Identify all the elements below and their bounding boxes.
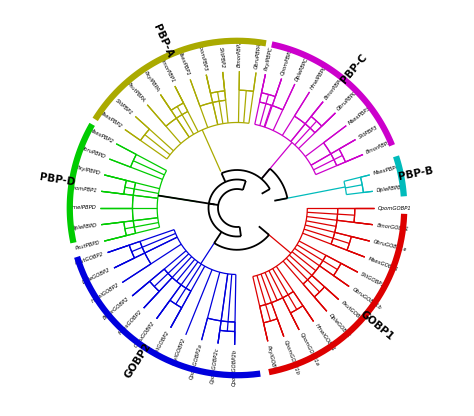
Text: PBP-C: PBP-C <box>339 52 369 85</box>
Text: ObruPBPC: ObruPBPC <box>337 90 359 112</box>
Text: MsexPBP1: MsexPBP1 <box>177 50 191 77</box>
Text: DpleGOBP1: DpleGOBP1 <box>328 312 351 339</box>
Text: BmorPBP3: BmorPBP3 <box>365 140 392 155</box>
Text: CpomPBP2: CpomPBP2 <box>281 47 294 76</box>
Text: MsexGOBP2: MsexGOBP2 <box>118 309 143 336</box>
Text: ObruGOBP2: ObruGOBP2 <box>134 320 156 349</box>
Text: PBP-A: PBP-A <box>151 23 174 59</box>
Text: PxylGOBP1: PxylGOBP1 <box>266 344 278 374</box>
Text: PxylPBPA: PxylPBPA <box>143 70 160 93</box>
Text: MsexPBP4: MsexPBP4 <box>373 165 400 176</box>
Text: ObruPBPD: ObruPBPD <box>80 146 107 160</box>
Text: DpleGOBP2: DpleGOBP2 <box>82 267 112 285</box>
Text: PxylPBPC: PxylPBPC <box>264 46 274 71</box>
Text: CpomGOBP2a: CpomGOBP2a <box>189 343 203 380</box>
Text: ObruPBPA: ObruPBPA <box>254 42 263 69</box>
Text: CpomGOBP2b: CpomGOBP2b <box>231 349 237 386</box>
Text: CpomGOBP1a: CpomGOBP1a <box>299 332 320 367</box>
Text: DplePBPC: DplePBPC <box>294 56 310 82</box>
Text: ObruGOBP1b: ObruGOBP1b <box>351 287 382 311</box>
Text: CpomGOBP1b: CpomGOBP1b <box>283 339 300 376</box>
Text: PxutGOBP1: PxutGOBP1 <box>340 300 365 324</box>
Text: GOBP2: GOBP2 <box>122 342 153 381</box>
Text: CpomPBP1: CpomPBP1 <box>69 185 98 193</box>
Text: DplePBPB: DplePBPB <box>376 185 402 193</box>
Text: PBP-B: PBP-B <box>398 165 434 181</box>
Text: BmorGOBP1: BmorGOBP1 <box>376 223 409 232</box>
Text: PxylPBPD: PxylPBPD <box>76 166 101 176</box>
Text: BmorPBP2: BmorPBP2 <box>237 40 242 67</box>
Text: HmelPBPC: HmelPBPC <box>310 64 328 90</box>
Text: HmelGOBP1: HmelGOBP1 <box>314 323 336 353</box>
Text: HmelGOBP2: HmelGOBP2 <box>91 282 120 304</box>
Text: MsexPBP2: MsexPBP2 <box>99 110 123 129</box>
Text: PxutPBPA: PxutPBPA <box>127 82 146 104</box>
Text: PxutPBPD: PxutPBPD <box>75 240 101 250</box>
Text: BmorPBP1: BmorPBP1 <box>158 57 175 84</box>
Text: DplePBPD: DplePBPD <box>71 223 98 231</box>
Text: SlitGOBP1: SlitGOBP1 <box>360 272 386 289</box>
Text: PBP-D: PBP-D <box>38 172 75 187</box>
Text: ObruGOBP1a: ObruGOBP1a <box>373 240 408 253</box>
Text: MsexPBP2: MsexPBP2 <box>88 127 114 144</box>
Text: SlitPBP3: SlitPBP3 <box>357 125 379 140</box>
Text: PxylGOBP2: PxylGOBP2 <box>171 337 187 366</box>
Text: SlitPBP2: SlitPBP2 <box>218 47 225 68</box>
Text: SlitPBP1: SlitPBP1 <box>115 98 134 116</box>
Text: CpomPBP3: CpomPBP3 <box>197 42 208 72</box>
Text: MsexGOBP1: MsexGOBP1 <box>367 256 399 272</box>
Text: MsexPBP3: MsexPBP3 <box>348 105 372 125</box>
Text: CpomGOBP2c: CpomGOBP2c <box>210 347 220 384</box>
Text: BmorPBP4: BmorPBP4 <box>324 76 345 100</box>
Text: BmorGOBP2: BmorGOBP2 <box>103 297 131 321</box>
Text: HmelPBPD: HmelPBPD <box>69 206 96 210</box>
Text: SlitGOBP2: SlitGOBP2 <box>154 330 171 356</box>
Text: GOBP1: GOBP1 <box>358 309 395 342</box>
Text: CpomGOBP1: CpomGOBP1 <box>378 206 411 210</box>
Text: PxutGOBP2: PxutGOBP2 <box>75 251 105 266</box>
